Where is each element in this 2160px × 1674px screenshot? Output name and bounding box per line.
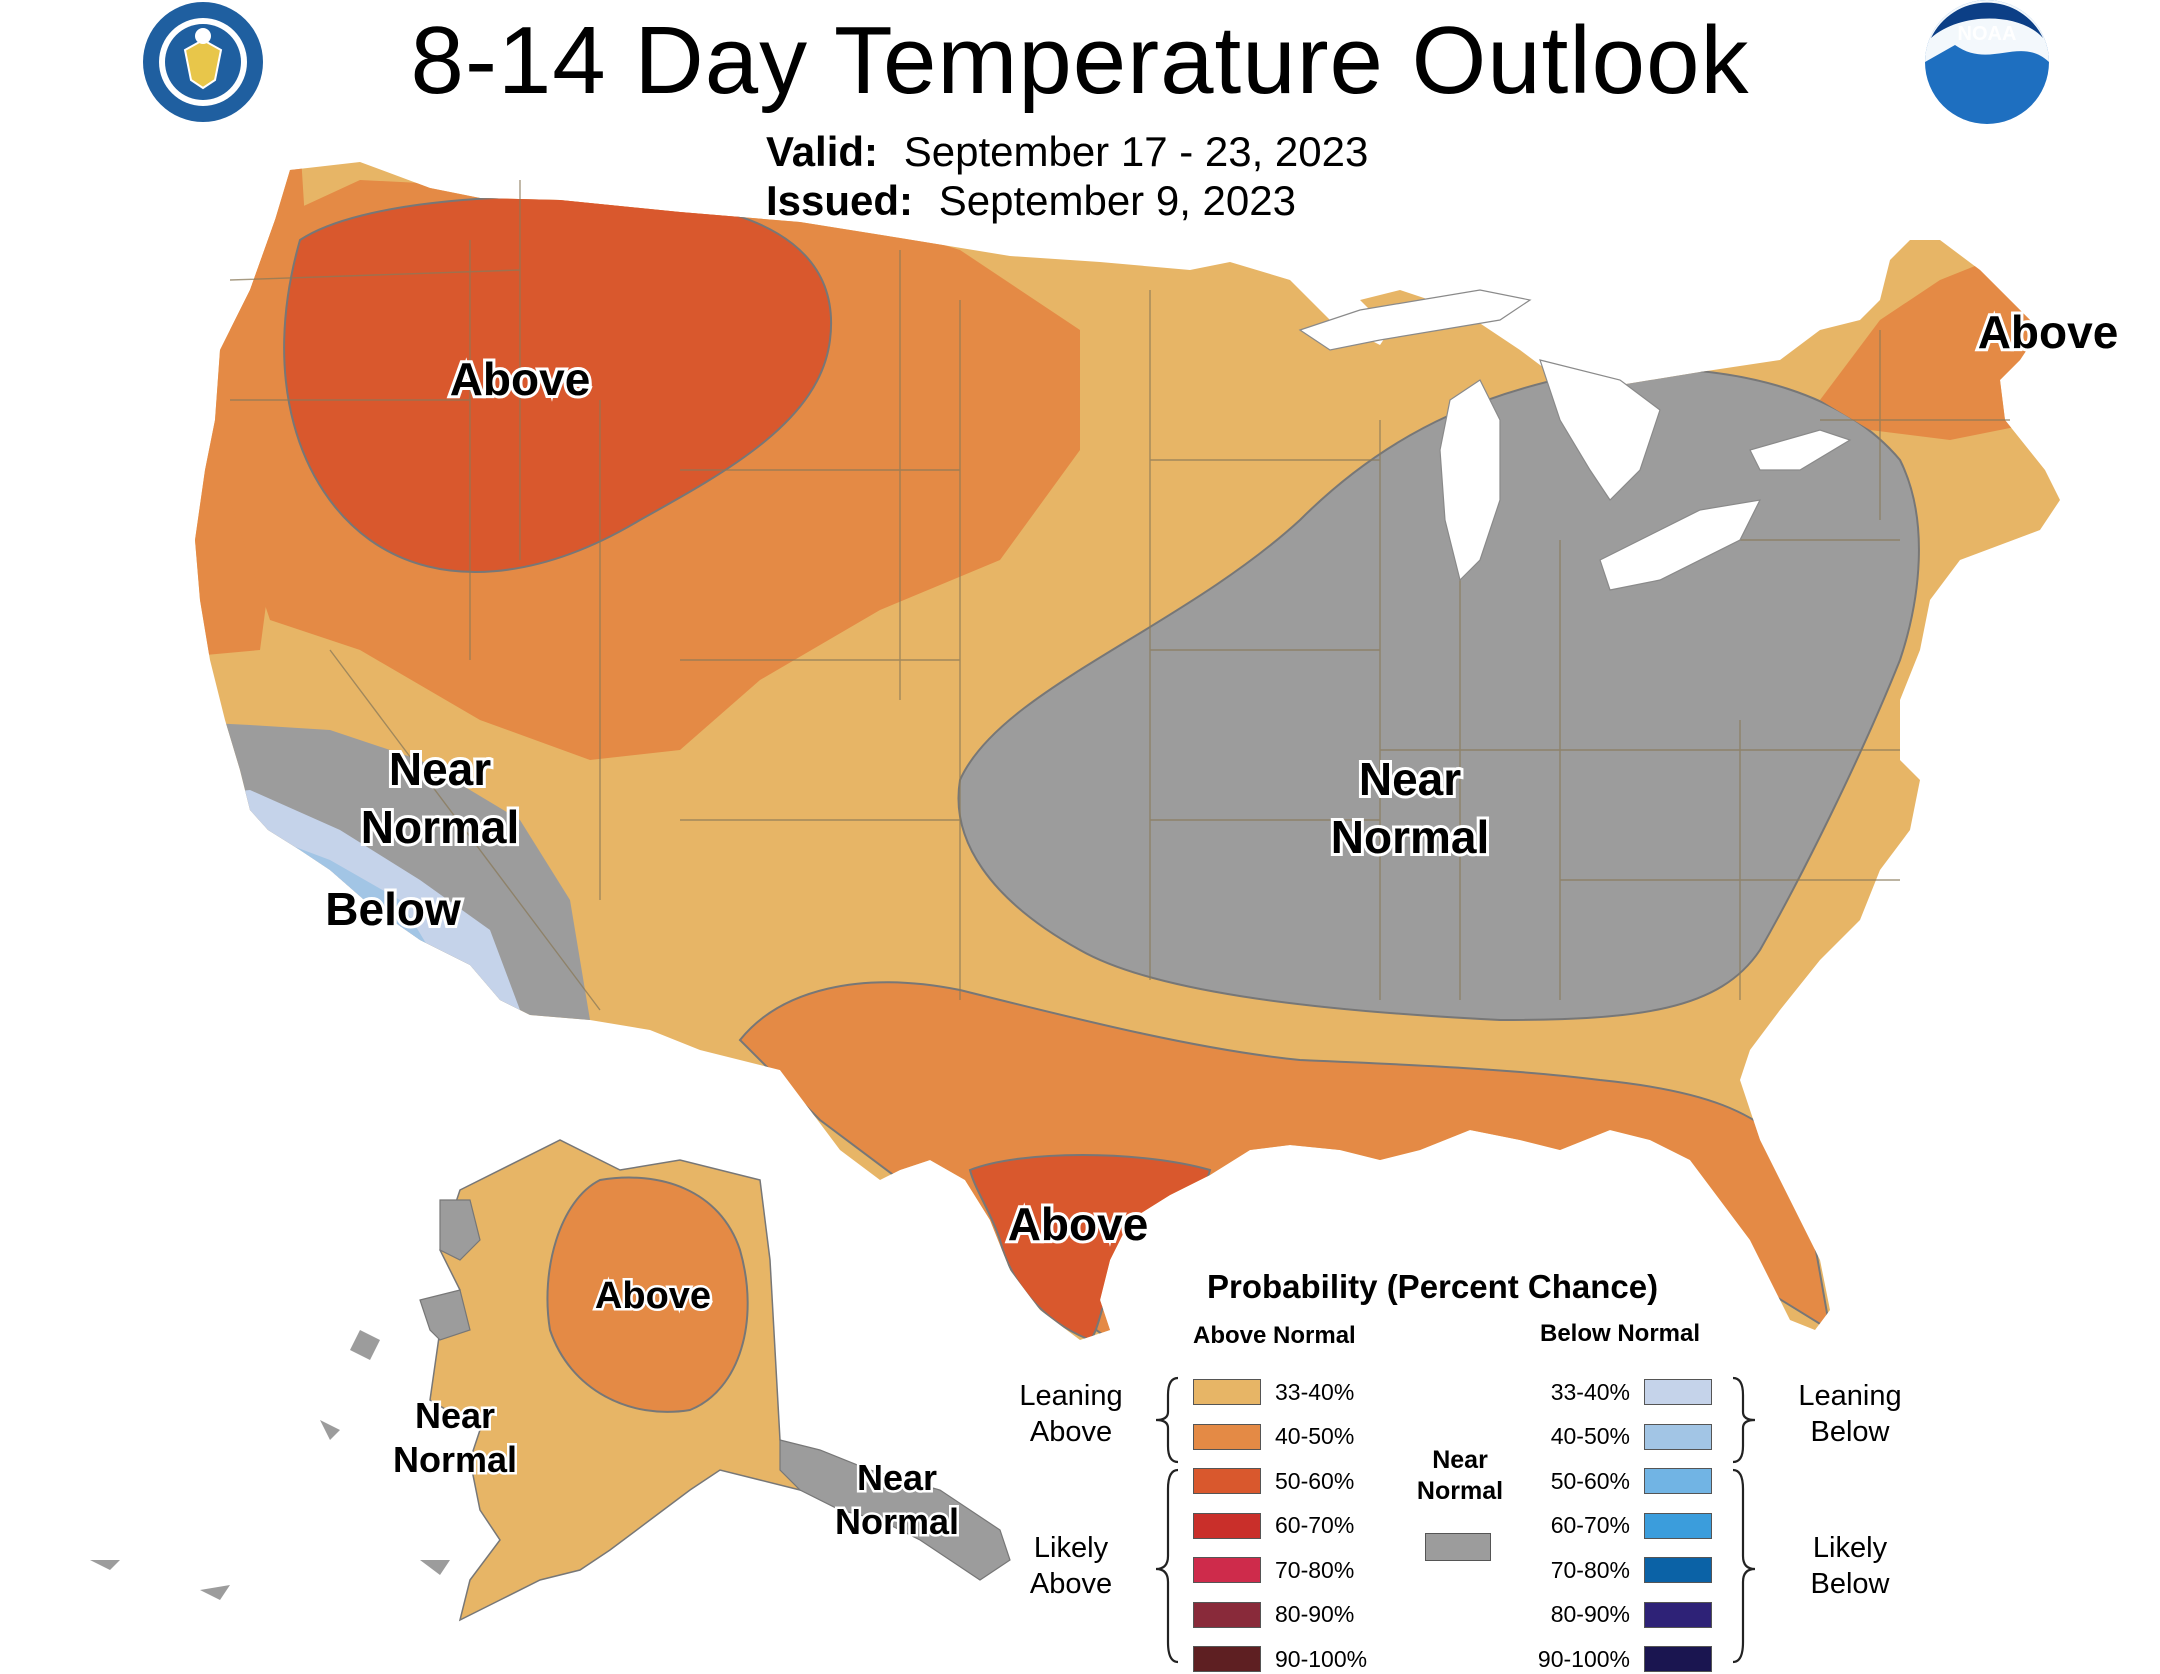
legend-below-row: 90-100% — [1520, 1644, 1712, 1674]
legend-below-swatch — [1644, 1468, 1712, 1494]
legend-above-range-label: 33-40% — [1275, 1378, 1355, 1405]
label-alaska-south-near-line2: Normal — [835, 1501, 959, 1542]
legend-above-swatch — [1193, 1468, 1261, 1494]
legend-below-header: Below Normal — [1540, 1320, 1701, 1347]
legend-leaning-above-line2: Above — [1029, 1416, 1113, 1449]
page-title: 8-14 Day Temperature Outlook — [410, 7, 1750, 114]
legend-above-row: 50-60% — [1193, 1466, 1354, 1496]
legend-below-swatch — [1644, 1379, 1712, 1405]
legend-below-range-label: 90-100% — [1537, 1645, 1630, 1672]
legend-likely-above-line1: Likely — [1033, 1532, 1109, 1564]
issued-label: Issued: — [766, 177, 914, 224]
legend-above-range-label: 80-90% — [1275, 1601, 1355, 1627]
legend-leaning-below-line1: Leaning — [1798, 1380, 1902, 1412]
legend-above-swatch — [1193, 1512, 1261, 1539]
label-central-near-line1: Near — [1359, 753, 1461, 805]
valid-line: Valid: September 17 - 23, 2023 — [766, 128, 1368, 176]
legend-below-row: 33-40% — [1520, 1377, 1712, 1407]
legend-below-range-label: 40-50% — [1550, 1423, 1630, 1449]
label-northeast-above: Above — [1978, 306, 2119, 358]
legend-above-swatch — [1193, 1646, 1261, 1672]
legend-above-range-label: 40-50% — [1275, 1423, 1355, 1449]
department-of-commerce-seal-icon — [143, 2, 263, 122]
legend-likely-below-line1: Likely — [1812, 1532, 1888, 1564]
legend-leaning-above-line1: Leaning — [1019, 1380, 1123, 1412]
legend-below-range-label: 70-80% — [1550, 1556, 1630, 1583]
legend-above-row: 60-70% — [1193, 1511, 1354, 1541]
legend-below-swatch — [1644, 1601, 1712, 1628]
noaa-logo-icon: NOAA — [1925, 0, 2049, 124]
legend-title: Probability (Percent Chance) — [1207, 1268, 1659, 1305]
legend-leaning-below-line2: Below — [1810, 1416, 1890, 1449]
label-alaska-west-near-line2: Normal — [393, 1439, 517, 1480]
legend-above-range-label: 60-70% — [1275, 1512, 1355, 1538]
legend-above-row: 40-50% — [1193, 1422, 1354, 1452]
legend-below-swatch — [1644, 1512, 1712, 1539]
label-alaska-south-near-line1: Near — [857, 1457, 937, 1498]
legend-braces — [1155, 1376, 1756, 1664]
noaa-logo-text: NOAA — [1958, 23, 2017, 45]
legend-below-range-label: 60-70% — [1550, 1512, 1630, 1538]
label-texas-above: Above — [1008, 1198, 1149, 1250]
great-lakes — [1298, 289, 1852, 591]
legend-near-normal-swatch — [1425, 1533, 1491, 1561]
legend-near-line2: Normal — [1416, 1477, 1504, 1506]
issued-line: Issued: September 9, 2023 — [766, 177, 1296, 225]
legend-likely-below-label: Likely Below — [1780, 1530, 1920, 1603]
legend-below-swatch — [1644, 1557, 1712, 1583]
valid-date: September 17 - 23, 2023 — [903, 128, 1369, 175]
legend-near-normal-label: Near Normal — [1405, 1445, 1515, 1508]
legend-leaning-above-label: Leaning Above — [1006, 1378, 1136, 1451]
legend-below-row: 60-70% — [1520, 1511, 1712, 1541]
legend-likely-above-line2: Above — [1029, 1568, 1113, 1601]
legend-above-row: 90-100% — [1193, 1644, 1367, 1674]
northeast-above-region — [1820, 260, 2050, 440]
legend-below-swatch — [1644, 1423, 1712, 1450]
label-southwest-below: Below — [325, 883, 461, 935]
legend-below-swatch — [1644, 1646, 1712, 1672]
legend-below-row: 40-50% — [1520, 1422, 1712, 1452]
legend-below-row: 80-90% — [1520, 1600, 1712, 1630]
label-alaska-west-near-line1: Near — [415, 1395, 495, 1436]
label-alaska-above: Above — [595, 1275, 711, 1317]
legend-above-row: 80-90% — [1193, 1600, 1354, 1630]
legend-below-row: 50-60% — [1520, 1466, 1712, 1496]
state-borders — [229, 180, 2010, 1011]
legend-near-line1: Near — [1432, 1446, 1488, 1474]
legend-likely-below-line2: Below — [1810, 1568, 1890, 1601]
legend-leaning-below-label: Leaning Below — [1780, 1378, 1920, 1451]
legend-below-range-label: 50-60% — [1550, 1467, 1630, 1494]
label-west-near-line2: Normal — [361, 801, 519, 853]
legend-above-row: 70-80% — [1193, 1555, 1354, 1585]
legend-above-range-label: 90-100% — [1275, 1645, 1368, 1672]
legend-above-row: 33-40% — [1193, 1377, 1354, 1407]
legend-above-swatch — [1193, 1379, 1261, 1405]
valid-label: Valid: — [766, 128, 879, 175]
issued-date: September 9, 2023 — [938, 177, 1296, 224]
legend-above-range-label: 50-60% — [1275, 1467, 1355, 1494]
legend-above-range-label: 70-80% — [1275, 1556, 1355, 1583]
legend-above-header: Above Normal — [1193, 1322, 1356, 1349]
legend-below-range-label: 33-40% — [1550, 1378, 1630, 1405]
label-northwest-above: Above — [450, 353, 591, 405]
legend-likely-above-label: Likely Above — [1006, 1530, 1136, 1603]
legend-below-range-label: 80-90% — [1550, 1601, 1630, 1627]
label-central-near-line2: Normal — [1331, 811, 1489, 863]
legend-above-swatch — [1193, 1423, 1261, 1450]
legend-below-row: 70-80% — [1520, 1555, 1712, 1585]
label-west-near-line1: Near — [389, 743, 491, 795]
legend-above-swatch — [1193, 1601, 1261, 1628]
legend-above-swatch — [1193, 1557, 1261, 1583]
alaska-regions — [90, 1139, 1011, 1622]
